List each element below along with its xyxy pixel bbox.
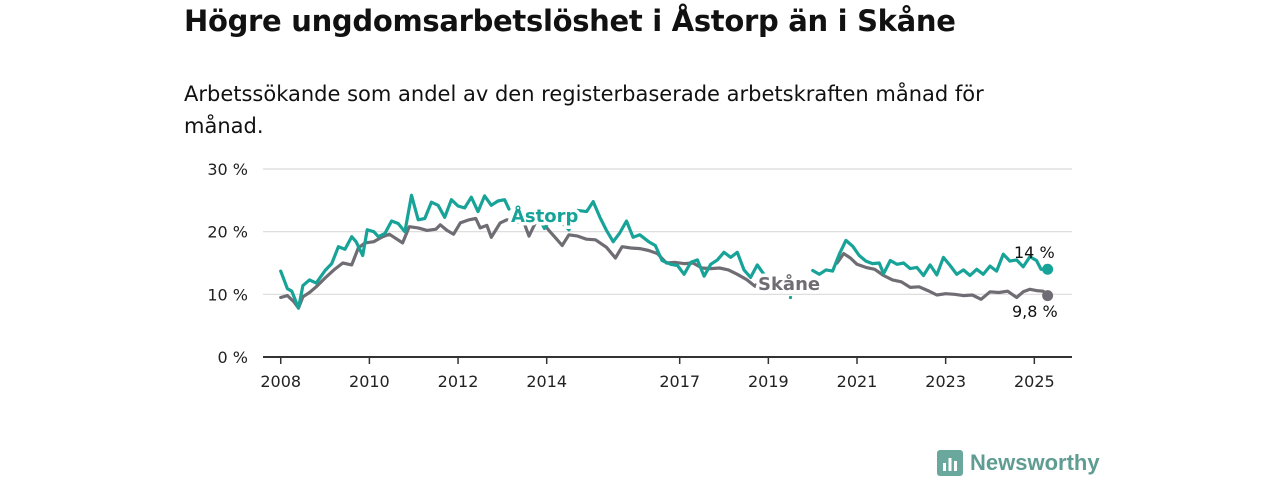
- series-label-astorp-halo: Åstorp: [511, 204, 578, 227]
- series-line-skane: [279, 216, 770, 310]
- y-tick-label: 30 %: [207, 160, 248, 179]
- chart-title: Högre ungdomsarbetslöshet i Åstorp än i …: [184, 4, 956, 38]
- series-label-skane: Skåne: [758, 273, 820, 295]
- series-line-skane: [835, 252, 1050, 301]
- series-line-astorp: [279, 193, 511, 310]
- x-tick-label: 2010: [349, 372, 390, 391]
- end-marker-astorp: [1042, 263, 1054, 275]
- logo-text: Newsworthy: [970, 450, 1100, 475]
- end-label-astorp: 14 %: [1014, 243, 1055, 262]
- y-tick-label: 10 %: [207, 285, 248, 304]
- series-line-astorp: [536, 200, 766, 279]
- bar-chart-icon: [937, 450, 963, 476]
- series-label-astorp: Åstorp: [511, 204, 578, 227]
- y-tick-label: 20 %: [207, 223, 248, 242]
- y-tick-label: 0 %: [218, 348, 248, 367]
- series-line-astorp: [811, 238, 1050, 278]
- newsworthy-logo: Newsworthy: [937, 448, 1100, 478]
- x-tick-label: 2017: [659, 372, 700, 391]
- x-tick-label: 2019: [748, 372, 789, 391]
- data-point-astorp: [788, 295, 793, 300]
- end-marker-skane: [1042, 290, 1054, 302]
- x-tick-label: 2023: [925, 372, 966, 391]
- series-label-skane-halo: Skåne: [758, 273, 820, 295]
- x-tick-label: 2012: [438, 372, 479, 391]
- chart-subtitle: Arbetssökande som andel av den registerb…: [184, 82, 984, 138]
- x-tick-label: 2021: [837, 372, 878, 391]
- x-tick-label: 2025: [1014, 372, 1055, 391]
- end-label-skane: 9,8 %: [1012, 302, 1058, 321]
- line-chart: 0 % 10 % 20 % 30 % 2008 2010 2012 2014 2017 2019 2…: [207, 160, 1072, 391]
- x-tick-label: 2008: [260, 372, 301, 391]
- x-tick-label: 2014: [526, 372, 567, 391]
